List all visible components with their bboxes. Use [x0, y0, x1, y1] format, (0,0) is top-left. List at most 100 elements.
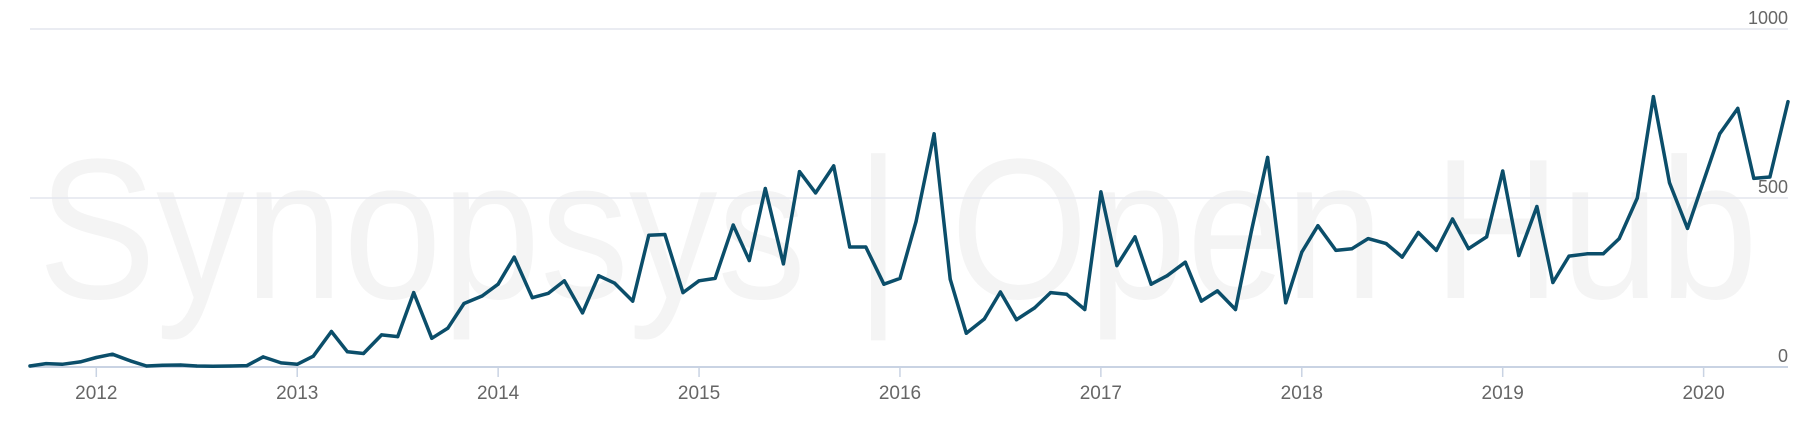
data-point — [161, 363, 165, 367]
data-point — [1049, 291, 1053, 295]
data-point — [1752, 176, 1756, 180]
data-point — [832, 164, 836, 168]
data-point — [1199, 299, 1203, 303]
x-axis: 2012 2013 2014 2015 2016 2017 2018 2019 2020 — [30, 366, 1788, 404]
watermark-text: Synopsys | Open Hub — [38, 118, 1758, 341]
data-point — [797, 170, 802, 174]
data-point — [496, 282, 500, 286]
data-point — [1718, 132, 1722, 136]
data-point — [982, 317, 986, 321]
data-point — [948, 277, 952, 281]
data-point — [1551, 280, 1555, 285]
data-point — [663, 232, 667, 237]
data-point — [1149, 282, 1153, 286]
data-point — [964, 331, 968, 335]
data-point — [1266, 155, 1270, 159]
series-line-commits — [28, 94, 1790, 369]
data-point — [261, 355, 265, 359]
series-layer — [28, 94, 1790, 369]
data-point — [1485, 235, 1489, 239]
data-point — [144, 364, 149, 368]
data-point — [1384, 242, 1388, 246]
data-point — [1366, 237, 1370, 241]
x-tick-label-2012: 2012 — [75, 383, 117, 404]
data-point — [697, 279, 701, 283]
data-point — [1601, 252, 1605, 256]
y-axis-ticks: 0 500 1000 — [1748, 8, 1788, 366]
data-point — [1165, 274, 1169, 278]
data-point — [1133, 235, 1137, 239]
data-point — [1065, 292, 1069, 296]
data-point — [898, 276, 902, 280]
data-point — [396, 335, 400, 339]
data-point — [1535, 204, 1539, 209]
x-tick-label-2014: 2014 — [477, 383, 520, 404]
data-point — [245, 364, 249, 368]
data-point — [1099, 190, 1103, 194]
data-point — [998, 290, 1003, 294]
data-point — [597, 274, 601, 278]
data-point — [530, 296, 534, 300]
data-point — [380, 333, 384, 337]
data-point — [882, 282, 886, 286]
data-point — [631, 299, 635, 303]
x-tick-label-2017: 2017 — [1080, 383, 1122, 404]
data-point — [681, 291, 685, 295]
data-point — [814, 191, 818, 195]
data-point — [914, 220, 918, 224]
data-point — [1434, 248, 1438, 252]
y-tick-label-500: 500 — [1758, 177, 1788, 197]
y-tick-label-0: 0 — [1778, 346, 1788, 366]
data-point — [1585, 252, 1589, 256]
data-point — [78, 360, 82, 364]
data-point — [60, 362, 64, 366]
data-point — [1651, 95, 1655, 99]
data-point — [1300, 250, 1304, 254]
y-tick-label-1000: 1000 — [1748, 8, 1788, 28]
data-point — [279, 361, 283, 365]
data-point — [179, 363, 183, 367]
data-point — [430, 336, 434, 340]
data-point — [1316, 224, 1320, 228]
data-point — [229, 364, 233, 368]
x-tick-label-2020: 2020 — [1682, 383, 1724, 404]
data-point — [580, 311, 585, 315]
data-point — [44, 362, 48, 366]
data-point — [1183, 260, 1187, 264]
data-point — [128, 359, 133, 363]
data-point — [295, 362, 299, 366]
data-point — [1350, 247, 1354, 251]
data-point — [1702, 179, 1706, 183]
data-point — [713, 276, 717, 280]
x-tick-label-2015: 2015 — [678, 383, 720, 404]
data-point — [480, 294, 484, 298]
data-point — [932, 132, 936, 136]
data-point — [1334, 248, 1338, 252]
data-point — [1033, 306, 1037, 310]
data-point — [195, 364, 199, 368]
data-point — [1617, 237, 1621, 241]
data-point — [1250, 228, 1254, 232]
data-point — [747, 258, 751, 263]
data-point — [1215, 289, 1219, 293]
data-point — [446, 326, 450, 330]
data-point — [1083, 307, 1087, 312]
data-point — [1284, 301, 1288, 305]
x-tick-label-2019: 2019 — [1482, 383, 1524, 404]
data-point — [1233, 307, 1238, 312]
data-point — [311, 354, 315, 358]
data-point — [329, 329, 333, 334]
data-point — [1450, 217, 1455, 221]
data-point — [731, 223, 735, 227]
data-point — [1635, 196, 1639, 200]
data-point — [345, 350, 349, 354]
data-point — [110, 352, 114, 356]
data-point — [647, 233, 651, 237]
data-point — [546, 291, 551, 295]
data-point — [613, 281, 617, 285]
data-point — [412, 291, 416, 295]
data-point — [462, 301, 466, 306]
data-point — [94, 355, 98, 360]
x-tick-label-2013: 2013 — [276, 383, 318, 404]
data-point — [1416, 230, 1420, 235]
